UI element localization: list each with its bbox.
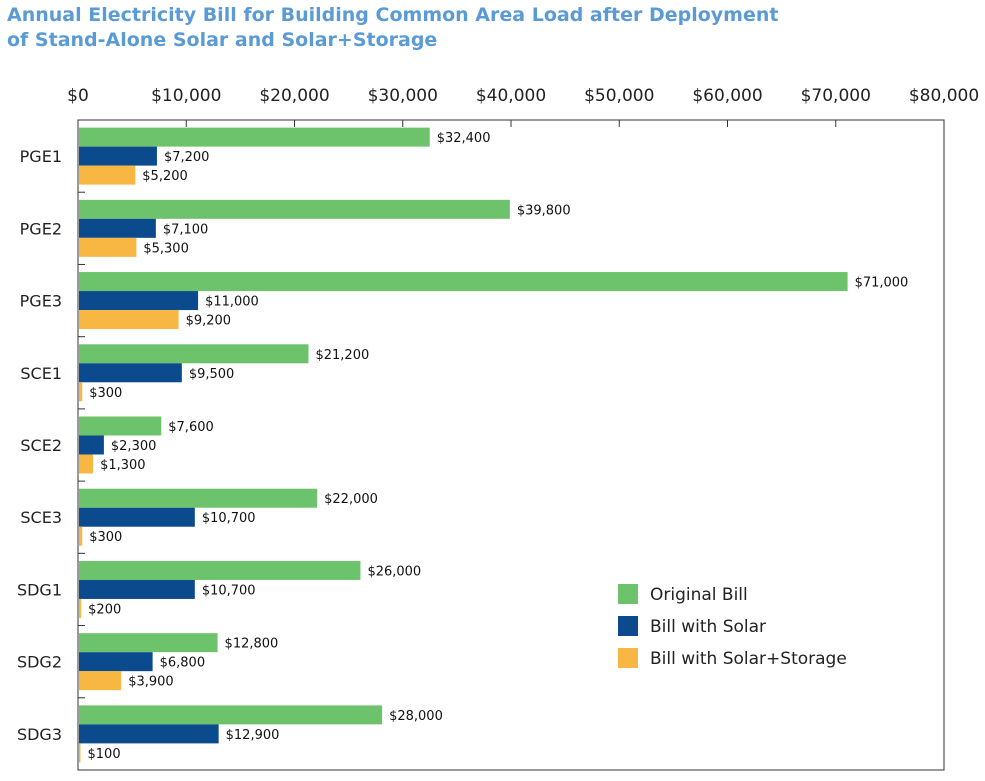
category-label: SCE1 bbox=[20, 364, 62, 383]
x-tick-label: $70,000 bbox=[801, 86, 871, 106]
data-label: $5,300 bbox=[143, 241, 189, 256]
bar-bill-with-solar-storage bbox=[79, 237, 137, 257]
data-label: $11,000 bbox=[205, 295, 259, 310]
legend-swatch bbox=[618, 616, 638, 636]
bar-bill-with-solar bbox=[79, 146, 157, 166]
bar-bill-with-solar-storage bbox=[79, 165, 136, 185]
data-label: $1,300 bbox=[100, 458, 146, 473]
bar-bill-with-solar-storage bbox=[79, 526, 83, 546]
bar-original-bill bbox=[79, 560, 361, 580]
data-label: $5,200 bbox=[142, 169, 188, 184]
data-label: $22,000 bbox=[324, 492, 378, 507]
legend-label: Original Bill bbox=[650, 585, 748, 605]
category-label: SDG1 bbox=[17, 580, 62, 599]
chart-title-line-2: of Stand-Alone Solar and Solar+Storage bbox=[7, 29, 437, 51]
plot-area-frame bbox=[77, 119, 945, 771]
legend-label: Bill with Solar bbox=[650, 617, 766, 637]
data-label: $32,400 bbox=[437, 131, 491, 146]
data-label: $200 bbox=[88, 602, 121, 617]
bar-bill-with-solar bbox=[79, 652, 153, 672]
bar-bill-with-solar-storage bbox=[79, 671, 122, 691]
data-label: $39,800 bbox=[517, 203, 571, 218]
x-tick-label: $0 bbox=[67, 86, 89, 106]
bar-bill-with-solar bbox=[79, 579, 195, 599]
bar-bill-with-solar-storage bbox=[79, 598, 82, 618]
legend-label: Bill with Solar+Storage bbox=[650, 649, 847, 669]
data-label: $300 bbox=[89, 530, 122, 545]
bar-bill-with-solar-storage bbox=[79, 454, 94, 474]
bar-bill-with-solar bbox=[79, 291, 199, 311]
bars-layer bbox=[79, 127, 848, 763]
data-label: $71,000 bbox=[855, 276, 909, 291]
x-tick-label: $10,000 bbox=[151, 86, 221, 106]
bar-bill-with-solar bbox=[79, 507, 195, 527]
x-tick-label: $20,000 bbox=[259, 86, 329, 106]
x-axis-ticks: $0 $10,000 $20,000 $30,000 $40,000 $50,000 $60… bbox=[67, 86, 979, 127]
x-tick-label: $60,000 bbox=[692, 86, 762, 106]
data-labels: $32,400 $7,200 $5,200 $39,800 $7,100 $5,300 $7… bbox=[88, 131, 909, 762]
bar-bill-with-solar bbox=[79, 218, 156, 238]
bar-original-bill bbox=[79, 488, 318, 508]
data-label: $300 bbox=[89, 386, 122, 401]
category-labels: PGE1 PGE2 PGE3 SCE1 SCE2 SCE3 SDG1 SDG2 SDG3 bbox=[17, 147, 85, 744]
category-label: PGE3 bbox=[20, 292, 62, 311]
data-label: $100 bbox=[88, 747, 121, 762]
legend: Original Bill Bill with Solar Bill with So… bbox=[618, 584, 847, 669]
bar-original-bill bbox=[79, 127, 430, 147]
bar-original-bill bbox=[79, 344, 309, 364]
data-label: $6,800 bbox=[160, 656, 206, 671]
bar-bill-with-solar-storage bbox=[79, 743, 81, 763]
x-tick-label: $40,000 bbox=[476, 86, 546, 106]
data-label: $9,200 bbox=[186, 314, 232, 329]
data-label: $12,900 bbox=[226, 728, 280, 743]
bar-original-bill bbox=[79, 416, 162, 436]
data-label: $28,000 bbox=[389, 709, 443, 724]
data-label: $7,600 bbox=[168, 420, 214, 435]
bar-bill-with-solar bbox=[79, 363, 182, 383]
bar-bill-with-solar bbox=[79, 724, 219, 744]
data-label: $9,500 bbox=[189, 367, 235, 382]
x-tick-label: $30,000 bbox=[368, 86, 438, 106]
legend-swatch bbox=[618, 648, 638, 668]
bar-original-bill bbox=[79, 272, 848, 292]
data-label: $10,700 bbox=[202, 511, 256, 526]
bar-original-bill bbox=[79, 633, 218, 653]
x-tick-label: $50,000 bbox=[584, 86, 654, 106]
category-label: PGE2 bbox=[20, 219, 62, 238]
category-label: SCE3 bbox=[20, 508, 62, 527]
data-label: $21,200 bbox=[315, 348, 369, 363]
data-label: $7,100 bbox=[163, 222, 209, 237]
category-label: PGE1 bbox=[20, 147, 62, 166]
data-label: $12,800 bbox=[225, 637, 279, 652]
bar-bill-with-solar-storage bbox=[79, 310, 179, 330]
chart-title-line-1: Annual Electricity Bill for Building Com… bbox=[7, 4, 778, 26]
data-label: $26,000 bbox=[367, 564, 421, 579]
category-label: SCE2 bbox=[20, 436, 62, 455]
bar-bill-with-solar-storage bbox=[79, 382, 83, 402]
bar-bill-with-solar bbox=[79, 435, 104, 455]
bar-original-bill bbox=[79, 705, 383, 725]
data-label: $2,300 bbox=[111, 439, 156, 454]
data-label: $3,900 bbox=[128, 675, 174, 690]
data-label: $10,700 bbox=[202, 583, 256, 598]
category-label: SDG3 bbox=[17, 725, 62, 744]
category-label: SDG2 bbox=[17, 653, 62, 672]
legend-swatch bbox=[618, 584, 638, 604]
data-label: $7,200 bbox=[164, 150, 210, 165]
bar-original-bill bbox=[79, 199, 510, 219]
x-tick-label: $80,000 bbox=[909, 86, 979, 106]
